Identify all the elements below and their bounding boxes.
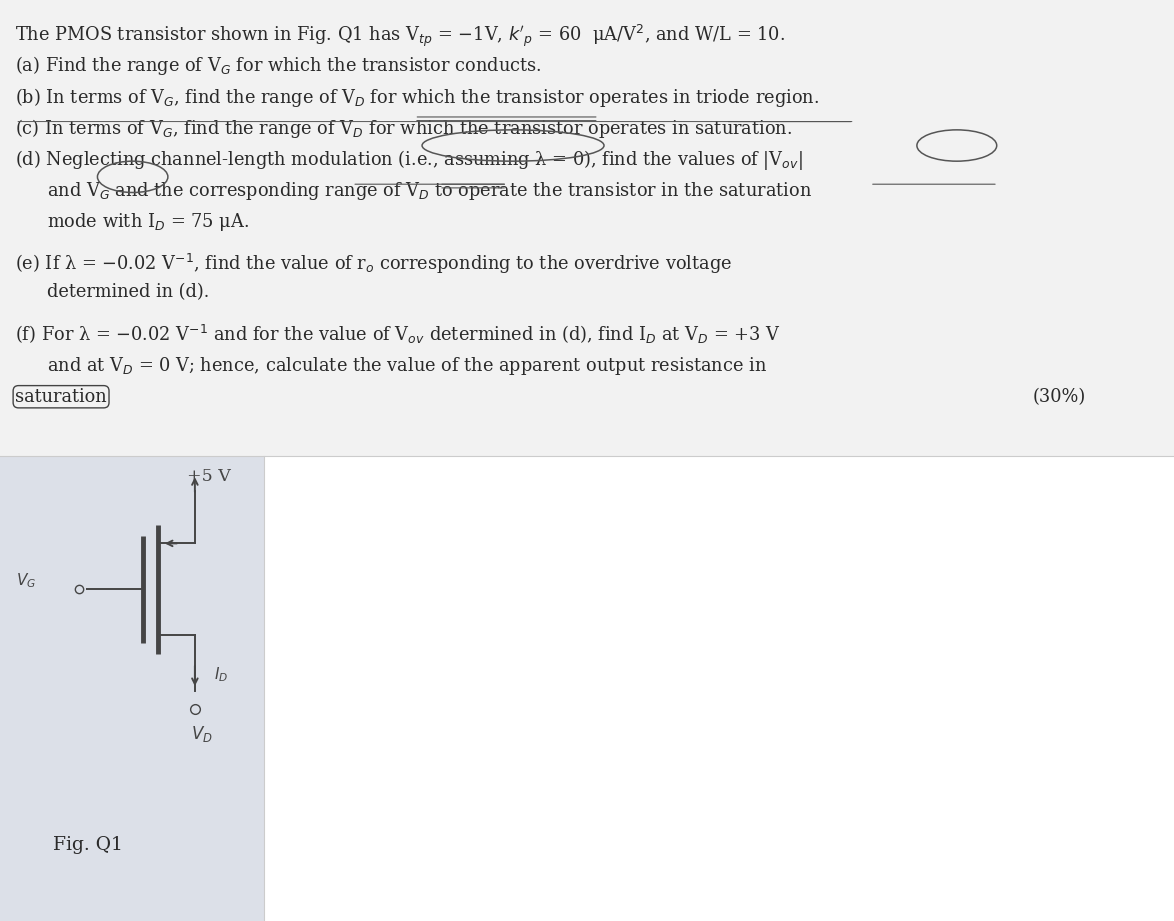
Text: (e) If λ = −0.02 V$^{-1}$, find the value of r$_o$ corresponding to the overdriv: (e) If λ = −0.02 V$^{-1}$, find the valu… [15,251,733,275]
Text: (b) In terms of V$_G$, find the range of V$_D$ for which the transistor operates: (b) In terms of V$_G$, find the range of… [15,86,819,109]
Text: The PMOS transistor shown in Fig. Q1 has V$_{tp}$ = −1V, $k'_p$ = 60  μA/V$^2$, : The PMOS transistor shown in Fig. Q1 has… [15,23,785,50]
Text: saturation: saturation [15,388,107,406]
Text: (d) Neglecting channel-length modulation (i.e., assuming λ = 0), find the values: (d) Neglecting channel-length modulation… [15,148,803,172]
Text: determined in (d).: determined in (d). [47,283,209,301]
Text: Fig. Q1: Fig. Q1 [53,835,123,854]
Bar [0,0,1174,456]
Bar [0,456,264,921]
Text: (a) Find the range of V$_G$ for which the transistor conducts.: (a) Find the range of V$_G$ for which th… [15,54,542,77]
Text: (c) In terms of V$_G$, find the range of V$_D$ for which the transistor operates: (c) In terms of V$_G$, find the range of… [15,117,792,140]
Text: $I_D$: $I_D$ [214,666,228,684]
Bar [264,456,1174,921]
Text: $V_G$: $V_G$ [16,571,36,589]
Text: $V_D$: $V_D$ [191,724,212,744]
Text: +5 V: +5 V [187,469,231,485]
Text: and at V$_D$ = 0 V; hence, calculate the value of the apparent output resistance: and at V$_D$ = 0 V; hence, calculate the… [47,355,767,377]
Text: (30%): (30%) [1033,388,1086,406]
Text: mode with I$_D$ = 75 μA.: mode with I$_D$ = 75 μA. [47,211,249,233]
Text: (f) For λ = −0.02 V$^{-1}$ and for the value of V$_{ov}$ determined in (d), find: (f) For λ = −0.02 V$^{-1}$ and for the v… [15,323,781,346]
Text: and V$_G$ and the corresponding range of V$_D$ to operate the transistor in the : and V$_G$ and the corresponding range of… [47,180,812,202]
